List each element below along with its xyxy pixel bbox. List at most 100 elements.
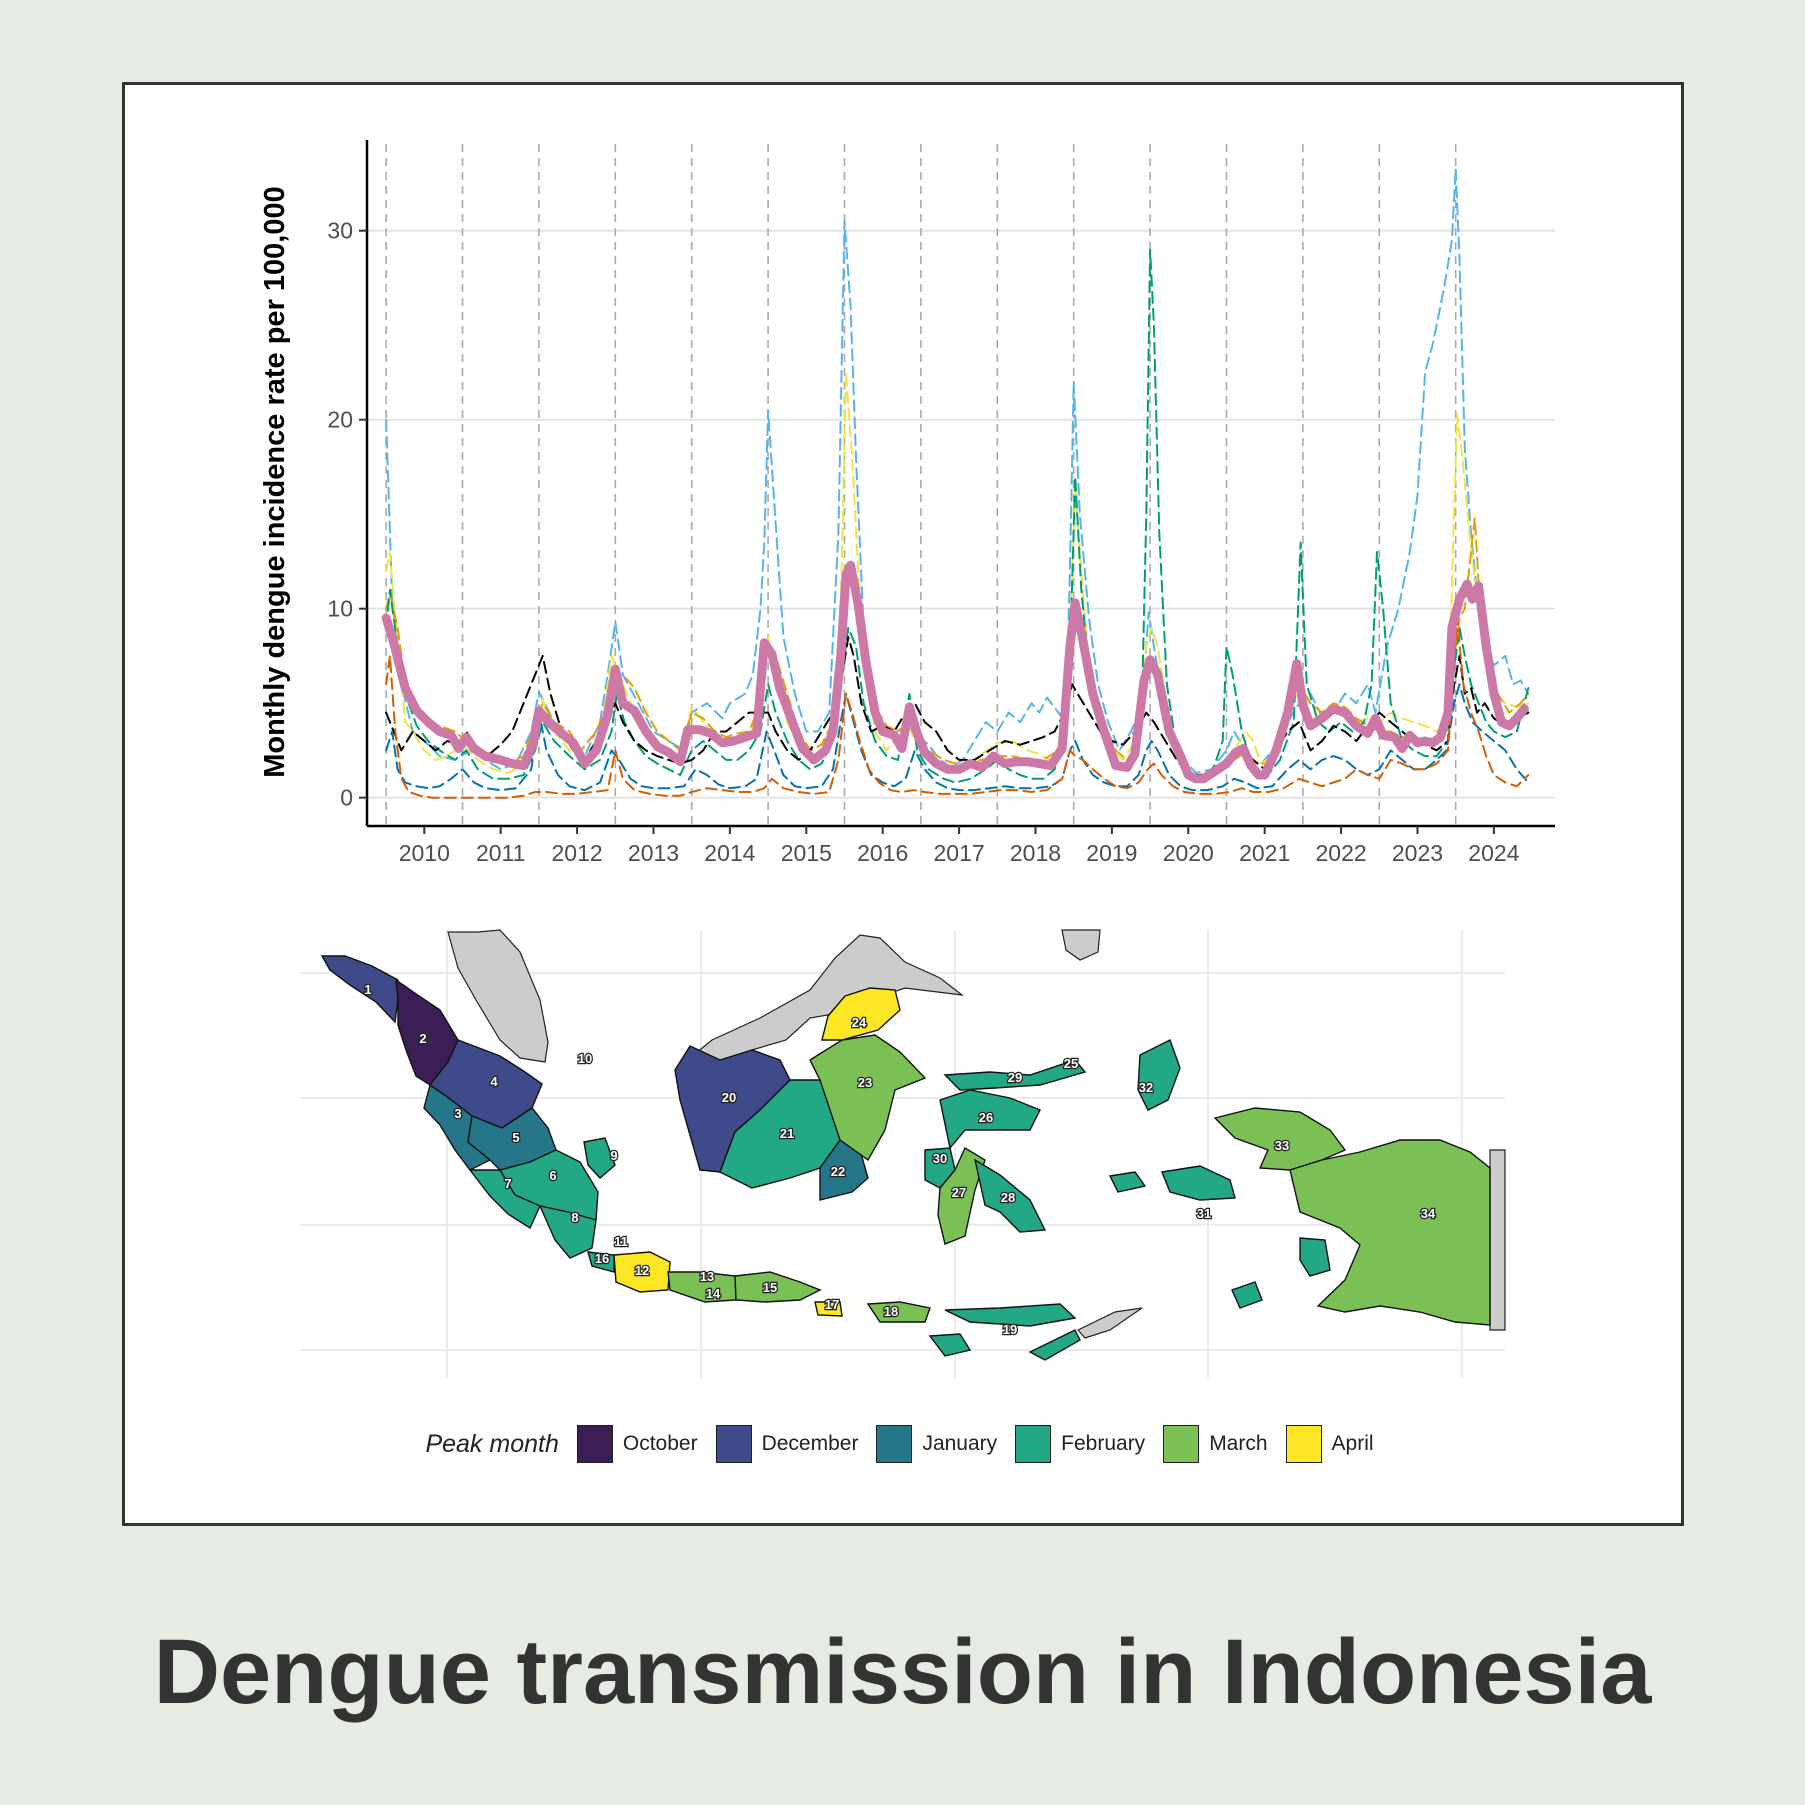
legend-label: October xyxy=(622,1432,698,1455)
legend-item-january: January xyxy=(876,1425,997,1463)
series-line-0 xyxy=(381,560,1529,784)
region-label-23: 23 xyxy=(858,1075,872,1090)
province-27 xyxy=(937,1146,986,1245)
png-edge xyxy=(1489,1149,1506,1331)
region-label-22: 22 xyxy=(831,1164,845,1179)
province-1 xyxy=(320,955,399,1024)
legend-swatch xyxy=(576,1425,613,1463)
region-label-14: 14 xyxy=(706,1286,721,1301)
x-tick-label-2022: 2022 xyxy=(1315,840,1366,866)
region-label-20: 20 xyxy=(722,1090,736,1105)
legend-item-december: December xyxy=(715,1425,858,1463)
region-label-11: 11 xyxy=(614,1234,628,1249)
x-tick-label-2017: 2017 xyxy=(934,840,985,866)
series-line-1 xyxy=(385,167,1530,775)
region-label-1: 1 xyxy=(364,982,371,997)
x-tick-label-2016: 2016 xyxy=(857,840,908,866)
region-label-19: 19 xyxy=(1003,1322,1017,1337)
series-line-6 xyxy=(385,683,1530,792)
province-18 xyxy=(866,1301,931,1323)
region-label-9: 9 xyxy=(610,1148,617,1163)
province-26 xyxy=(939,1089,1041,1150)
region-label-8: 8 xyxy=(571,1210,578,1225)
province-15 xyxy=(734,1271,822,1303)
region-label-32: 32 xyxy=(1139,1080,1153,1095)
province-16 xyxy=(587,1251,615,1273)
province-3 xyxy=(423,1083,492,1171)
y-tick-label-20: 20 xyxy=(327,407,353,433)
province-8 xyxy=(538,1205,597,1259)
region-label-25: 25 xyxy=(1064,1056,1078,1071)
region-label-24: 24 xyxy=(852,1015,867,1030)
x-tick-label-2024: 2024 xyxy=(1468,840,1519,866)
region-label-5: 5 xyxy=(512,1130,519,1145)
philippines-fragment xyxy=(1061,929,1101,961)
region-label-26: 26 xyxy=(979,1110,993,1125)
region-label-17: 17 xyxy=(825,1297,839,1312)
legend-item-february: February xyxy=(1015,1425,1145,1463)
province-island-9 xyxy=(583,1137,616,1179)
legend-item-october: October xyxy=(576,1425,698,1463)
province-7 xyxy=(468,1169,541,1230)
region-label-2: 2 xyxy=(419,1031,426,1046)
incidence-line-chart: 0 10 20 30 2010 2011 2012 2013 2014 2015 2016 2017 2… xyxy=(259,140,1555,866)
neighbor-land xyxy=(447,929,1506,1339)
region-label-7: 7 xyxy=(504,1176,511,1191)
region-label-21: 21 xyxy=(780,1126,794,1141)
borneo-north-malaysia xyxy=(678,934,965,1073)
series-line-4 xyxy=(385,248,1530,784)
legend-label: January xyxy=(922,1432,998,1455)
province-25-29 xyxy=(943,1059,1087,1091)
legend-swatch xyxy=(876,1425,913,1463)
x-tick-label-2015: 2015 xyxy=(781,840,832,866)
region-label-31: 31 xyxy=(1197,1206,1211,1221)
province-23 xyxy=(809,1034,927,1162)
region-label-6: 6 xyxy=(549,1168,556,1183)
timor-leste xyxy=(1077,1307,1143,1339)
region-label-18: 18 xyxy=(884,1304,898,1319)
legend-title: Peak month xyxy=(425,1429,559,1458)
province-34 xyxy=(1289,1139,1491,1326)
x-tick-label-2023: 2023 xyxy=(1392,840,1443,866)
province-32 xyxy=(1137,1039,1181,1111)
region-label-33: 33 xyxy=(1275,1138,1289,1153)
x-tick-label-2012: 2012 xyxy=(552,840,603,866)
legend-item-april: April xyxy=(1285,1425,1374,1463)
y-axis-label: Monthly dengue incidence rate per 100,00… xyxy=(259,186,291,777)
province-shapes xyxy=(320,955,1491,1361)
region-label-13: 13 xyxy=(700,1269,714,1284)
province-31 xyxy=(1108,1165,1331,1309)
region-label-10: 10 xyxy=(578,1051,592,1066)
region-label-34: 34 xyxy=(1421,1206,1436,1221)
region-label-29: 29 xyxy=(1008,1070,1022,1085)
region-label-12: 12 xyxy=(635,1263,649,1278)
province-12 xyxy=(613,1251,671,1293)
legend-label: February xyxy=(1061,1432,1146,1455)
x-tick-label-2021: 2021 xyxy=(1239,840,1290,866)
series-line-7 xyxy=(385,617,1530,799)
chart-gridlines xyxy=(367,229,1555,799)
legend-label: March xyxy=(1209,1432,1268,1455)
legend-swatch xyxy=(1163,1425,1200,1463)
province-17 xyxy=(814,1301,843,1317)
y-tick-label-10: 10 xyxy=(327,596,353,622)
x-tick-label-2019: 2019 xyxy=(1086,840,1137,866)
malay-peninsula xyxy=(447,929,549,1063)
province-19-timor xyxy=(1028,1329,1081,1361)
x-tick-label-2010: 2010 xyxy=(399,840,450,866)
x-tick-label-2020: 2020 xyxy=(1163,840,1214,866)
region-label-27: 27 xyxy=(952,1185,966,1200)
legend-swatch xyxy=(1285,1425,1322,1463)
legend-swatch xyxy=(1015,1425,1052,1463)
y-tick-label-0: 0 xyxy=(340,785,353,811)
legend-label: April xyxy=(1331,1432,1374,1455)
region-label-28: 28 xyxy=(1001,1190,1015,1205)
province-28 xyxy=(973,1158,1047,1233)
page-title: Dengue transmission in Indonesia xyxy=(153,1621,1652,1723)
province-24 xyxy=(821,987,901,1041)
peak-month-legend: Peak month October December January Februar… xyxy=(0,1425,1805,1463)
legend-item-march: March xyxy=(1163,1425,1268,1463)
province-19 xyxy=(944,1303,1077,1327)
